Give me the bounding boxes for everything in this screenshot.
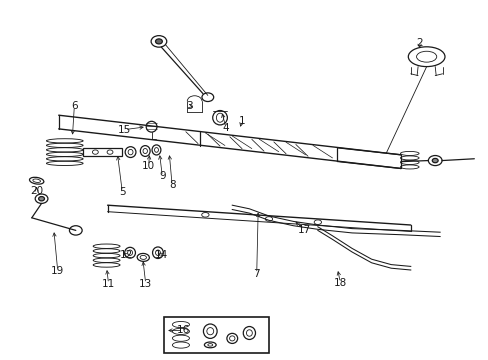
Text: 5: 5 <box>119 186 125 197</box>
Text: 13: 13 <box>139 279 152 289</box>
Text: 10: 10 <box>142 161 155 171</box>
Text: 9: 9 <box>159 171 165 181</box>
Text: 8: 8 <box>168 180 175 190</box>
Text: 20: 20 <box>30 186 43 196</box>
Text: 18: 18 <box>333 278 346 288</box>
Text: 12: 12 <box>119 250 133 260</box>
Text: 14: 14 <box>154 250 168 260</box>
Text: 15: 15 <box>118 125 131 135</box>
Bar <box>163 317 268 353</box>
Text: 6: 6 <box>71 101 78 111</box>
Text: 2: 2 <box>415 38 422 48</box>
Circle shape <box>155 39 162 44</box>
Circle shape <box>39 197 44 201</box>
Text: 4: 4 <box>222 123 229 133</box>
Text: 16: 16 <box>176 325 190 336</box>
Text: 11: 11 <box>102 279 115 289</box>
Bar <box>83 148 122 156</box>
Text: 1: 1 <box>238 116 245 126</box>
Text: 17: 17 <box>297 225 310 235</box>
Text: 3: 3 <box>186 101 193 111</box>
Text: 19: 19 <box>51 266 64 276</box>
Text: 7: 7 <box>253 269 260 279</box>
Circle shape <box>431 158 437 163</box>
